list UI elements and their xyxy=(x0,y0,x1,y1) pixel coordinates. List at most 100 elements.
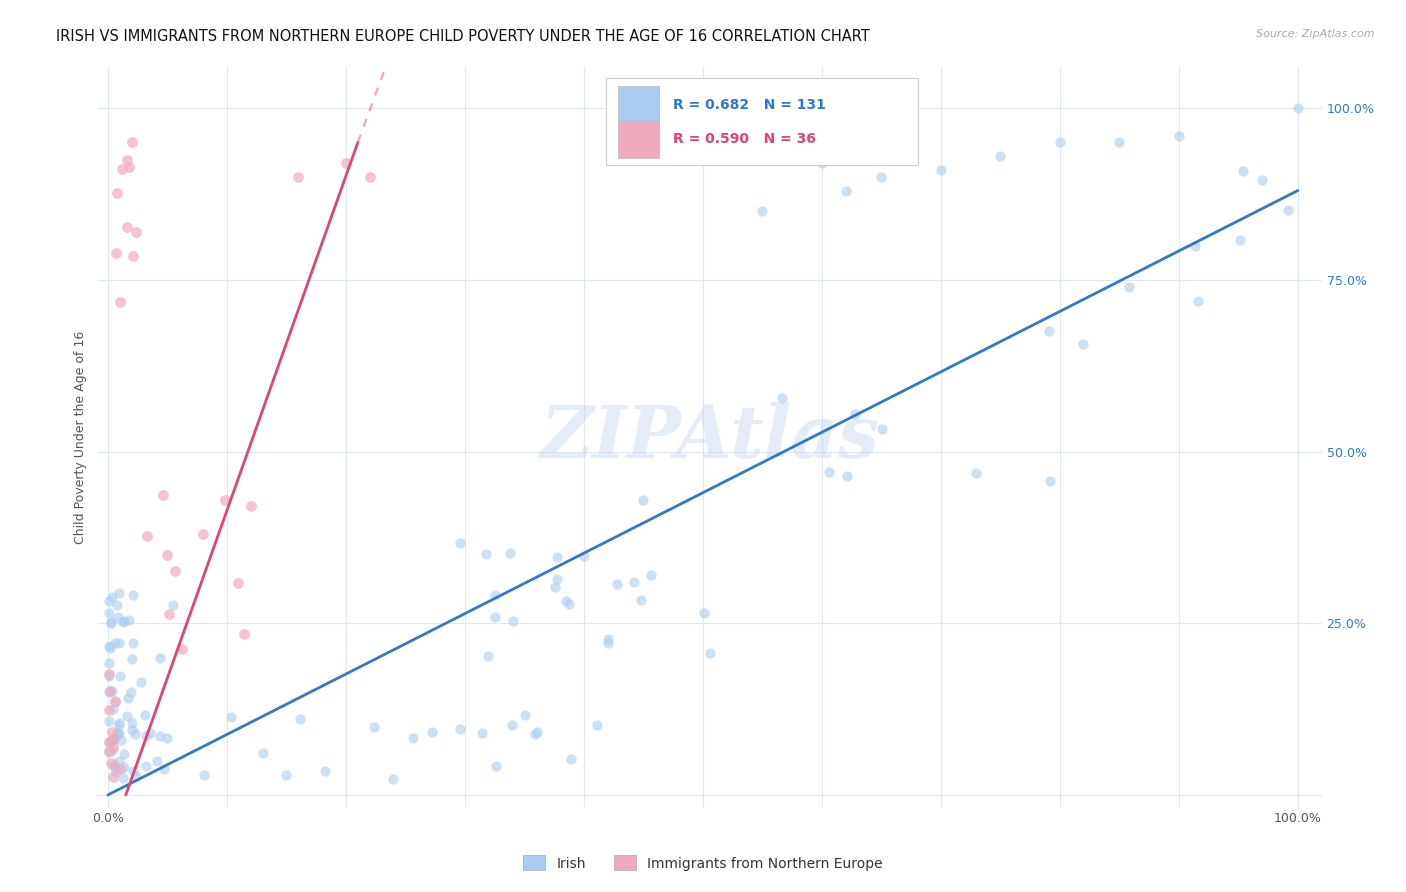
Point xyxy=(98,744,121,758)
Point xyxy=(499,546,522,560)
Point xyxy=(104,764,127,779)
Point xyxy=(107,716,129,731)
Point xyxy=(475,547,498,561)
Point xyxy=(108,754,131,768)
Point xyxy=(1286,101,1309,115)
Point xyxy=(98,656,121,670)
Point xyxy=(118,160,141,174)
Point xyxy=(125,225,148,239)
Point xyxy=(98,714,121,728)
Point xyxy=(170,642,193,657)
Point xyxy=(108,635,131,649)
Point xyxy=(149,729,172,743)
Point xyxy=(699,646,721,660)
Point xyxy=(124,727,146,741)
Text: R = 0.682   N = 131: R = 0.682 N = 131 xyxy=(673,97,827,112)
Point xyxy=(314,764,336,779)
Point xyxy=(112,759,135,773)
Point xyxy=(630,593,652,607)
Point xyxy=(115,709,138,723)
Point xyxy=(965,466,987,480)
Point xyxy=(156,548,179,562)
Point xyxy=(100,725,122,739)
Point xyxy=(288,712,311,726)
Point xyxy=(606,577,628,591)
Point xyxy=(103,694,125,708)
Point xyxy=(122,588,145,602)
Point xyxy=(274,768,297,782)
Point xyxy=(104,636,127,650)
Point xyxy=(108,762,131,776)
Point xyxy=(103,758,125,772)
Point xyxy=(100,615,122,630)
Point xyxy=(117,690,139,705)
Point xyxy=(484,588,506,602)
Point xyxy=(139,726,162,740)
Point xyxy=(1184,239,1206,253)
Point xyxy=(111,615,134,629)
Point xyxy=(555,593,578,607)
Point xyxy=(100,756,122,770)
Point xyxy=(449,722,471,736)
Point xyxy=(988,149,1011,163)
Point xyxy=(105,726,128,740)
Point xyxy=(136,529,159,543)
Point xyxy=(98,703,121,717)
FancyBboxPatch shape xyxy=(619,121,658,158)
Y-axis label: Child Poverty Under the Age of 16: Child Poverty Under the Age of 16 xyxy=(73,330,87,544)
Point xyxy=(420,725,443,739)
Point xyxy=(112,747,135,761)
Point xyxy=(252,746,274,760)
Point xyxy=(1038,324,1060,338)
Point xyxy=(526,725,548,739)
Point xyxy=(115,220,138,235)
Point xyxy=(121,249,143,263)
Point xyxy=(100,683,122,698)
Point xyxy=(544,580,567,594)
Point xyxy=(359,169,381,184)
Point xyxy=(692,606,714,620)
Point xyxy=(572,549,595,564)
Point xyxy=(149,650,172,665)
Point xyxy=(631,493,654,508)
Point xyxy=(870,169,893,184)
Point xyxy=(165,564,187,578)
Point xyxy=(382,772,405,786)
Point xyxy=(107,725,129,739)
Text: ZIPAtlas: ZIPAtlas xyxy=(541,401,879,473)
Point xyxy=(135,759,157,773)
Point xyxy=(818,465,841,479)
Point xyxy=(558,597,581,611)
Point xyxy=(363,719,385,733)
Point xyxy=(107,727,129,741)
Point xyxy=(239,500,262,514)
Text: IRISH VS IMMIGRANTS FROM NORTHERN EUROPE CHILD POVERTY UNDER THE AGE OF 16 CORRE: IRISH VS IMMIGRANTS FROM NORTHERN EUROPE… xyxy=(56,29,870,44)
Point xyxy=(157,607,180,621)
Point xyxy=(232,627,254,641)
Point xyxy=(104,246,127,260)
Point xyxy=(118,613,141,627)
Point xyxy=(111,161,134,176)
Point xyxy=(98,666,121,681)
Point xyxy=(115,153,138,168)
Point xyxy=(1118,279,1140,293)
FancyBboxPatch shape xyxy=(619,87,658,123)
Point xyxy=(502,614,524,628)
Point xyxy=(105,598,128,612)
Point xyxy=(524,727,547,741)
Point xyxy=(121,723,143,738)
Point xyxy=(111,771,134,785)
Point xyxy=(1250,173,1272,187)
Point xyxy=(121,651,143,665)
Point xyxy=(585,718,607,732)
Point xyxy=(484,610,506,624)
Point xyxy=(129,674,152,689)
Point xyxy=(1167,128,1189,143)
Point xyxy=(770,391,793,405)
Point xyxy=(103,731,125,746)
Point xyxy=(449,536,471,550)
Point xyxy=(152,762,174,776)
Point xyxy=(98,669,121,683)
Point xyxy=(105,186,128,200)
Point xyxy=(98,593,121,607)
